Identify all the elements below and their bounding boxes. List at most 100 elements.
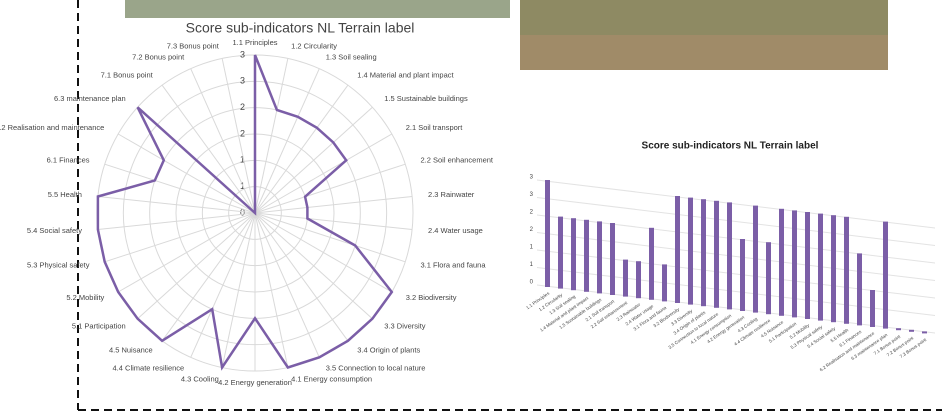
r-tick-label: 2 <box>240 102 245 112</box>
category-label: 5.3 Physical safety <box>27 261 90 270</box>
bar <box>896 328 901 331</box>
r-tick-label: 3 <box>240 76 245 86</box>
category-label: 1.5 Sustainable buildings <box>384 94 468 103</box>
spoke <box>254 106 373 214</box>
y-tick-label: 3 <box>530 192 534 198</box>
category-label: 2.2 Soil enhancement <box>420 155 493 164</box>
category-label: 1.2 Circularity <box>291 42 337 51</box>
bar <box>805 212 810 319</box>
spoke <box>254 84 349 214</box>
category-label: 7.3 Bonus point <box>167 42 220 51</box>
category-label: 2.3 Rainwater <box>428 190 475 199</box>
bar <box>571 218 576 291</box>
spoke <box>221 212 256 368</box>
bar <box>727 202 732 310</box>
bar <box>675 196 680 303</box>
category-label: 2.4 Water usage <box>428 226 483 235</box>
bar <box>662 264 667 302</box>
category-label: 3.4 Origin of plants <box>357 346 420 355</box>
spoke <box>254 212 320 358</box>
y-tick-label: 0 <box>530 280 534 286</box>
bar <box>649 227 654 300</box>
spoke <box>254 212 289 368</box>
spoke <box>137 212 256 320</box>
spoke <box>254 212 406 263</box>
spoke <box>117 133 256 214</box>
grid-line <box>536 197 936 246</box>
spoke <box>97 195 256 214</box>
radar-line <box>96 54 394 371</box>
spoke <box>221 58 256 214</box>
y-tick-label: 1 <box>530 262 534 268</box>
bar <box>740 239 745 311</box>
category-label: 5.2 Mobility <box>66 293 104 302</box>
bar <box>597 221 602 294</box>
photo-fragment <box>125 0 510 18</box>
category-label: 4.5 Nuisance <box>109 346 153 355</box>
y-tick-label: 2 <box>530 210 534 216</box>
category-label: 3.5 Connection to local nature <box>326 363 426 372</box>
bar <box>922 331 927 334</box>
y-tick-label: 2 <box>530 227 534 233</box>
spoke <box>161 212 256 342</box>
spoke <box>254 195 413 214</box>
category-label: 5.5 Health <box>48 190 82 199</box>
bar <box>883 221 888 329</box>
bar <box>584 219 589 292</box>
spoke <box>254 212 349 342</box>
bar <box>623 259 628 297</box>
category-label: 1.3 Soil sealing <box>326 53 377 62</box>
bar <box>766 242 771 315</box>
category-label: 1.4 Material and plant impact <box>357 70 454 79</box>
grid-line <box>536 179 936 229</box>
category-label: 4.2 Energy generation <box>218 378 292 387</box>
category-label: 4.3 Cooling <box>181 374 219 383</box>
bar <box>636 261 641 299</box>
grid-line <box>536 232 936 281</box>
category-label: 5.1 Participation <box>72 322 126 331</box>
category-label: 2.1 Soil transport <box>406 123 464 132</box>
bar-title: Score sub-indicators NL Terrain label <box>642 141 819 152</box>
bar <box>753 205 758 313</box>
bar <box>688 197 693 305</box>
category-label: 7.1 Bonus point <box>101 70 154 79</box>
r-tick-label: 2 <box>240 128 245 138</box>
bar <box>831 215 836 323</box>
bar <box>870 290 875 327</box>
category-label: 4.1 Energy consumption <box>291 374 372 383</box>
category-label: 3.1 Flora and fauna <box>420 261 486 270</box>
r-tick-label: 0 <box>240 207 245 217</box>
radar-title: Score sub-indicators NL Terrain label <box>186 20 415 36</box>
spoke <box>254 212 413 231</box>
spoke <box>254 68 320 214</box>
bar <box>610 223 615 295</box>
bar <box>558 216 563 289</box>
spoke <box>254 58 289 214</box>
spoke <box>104 212 256 263</box>
grid-line <box>536 214 936 264</box>
category-label: 7.2 Bonus point <box>132 53 185 62</box>
category-label: 6.2 Realisation and maintenance <box>0 123 104 132</box>
spoke <box>254 133 393 214</box>
r-tick-label: 1 <box>240 155 245 165</box>
category-label: 3.2 Biodiversity <box>406 293 457 302</box>
spoke <box>104 163 256 214</box>
grid-line <box>536 284 936 334</box>
category-label: 5.4 Social safety <box>27 226 82 235</box>
bar <box>844 216 849 324</box>
bar <box>714 200 719 308</box>
bar <box>779 208 784 316</box>
spoke <box>254 212 393 293</box>
bar <box>857 253 862 326</box>
y-tick-label: 1 <box>530 245 534 251</box>
spoke <box>117 212 256 293</box>
grid-line <box>536 267 936 316</box>
spoke <box>97 212 256 231</box>
category-label: 3.3 Diversity <box>384 322 426 331</box>
spoke <box>161 84 256 214</box>
category-label: 6.1 Finances <box>47 155 90 164</box>
bar <box>701 199 706 307</box>
